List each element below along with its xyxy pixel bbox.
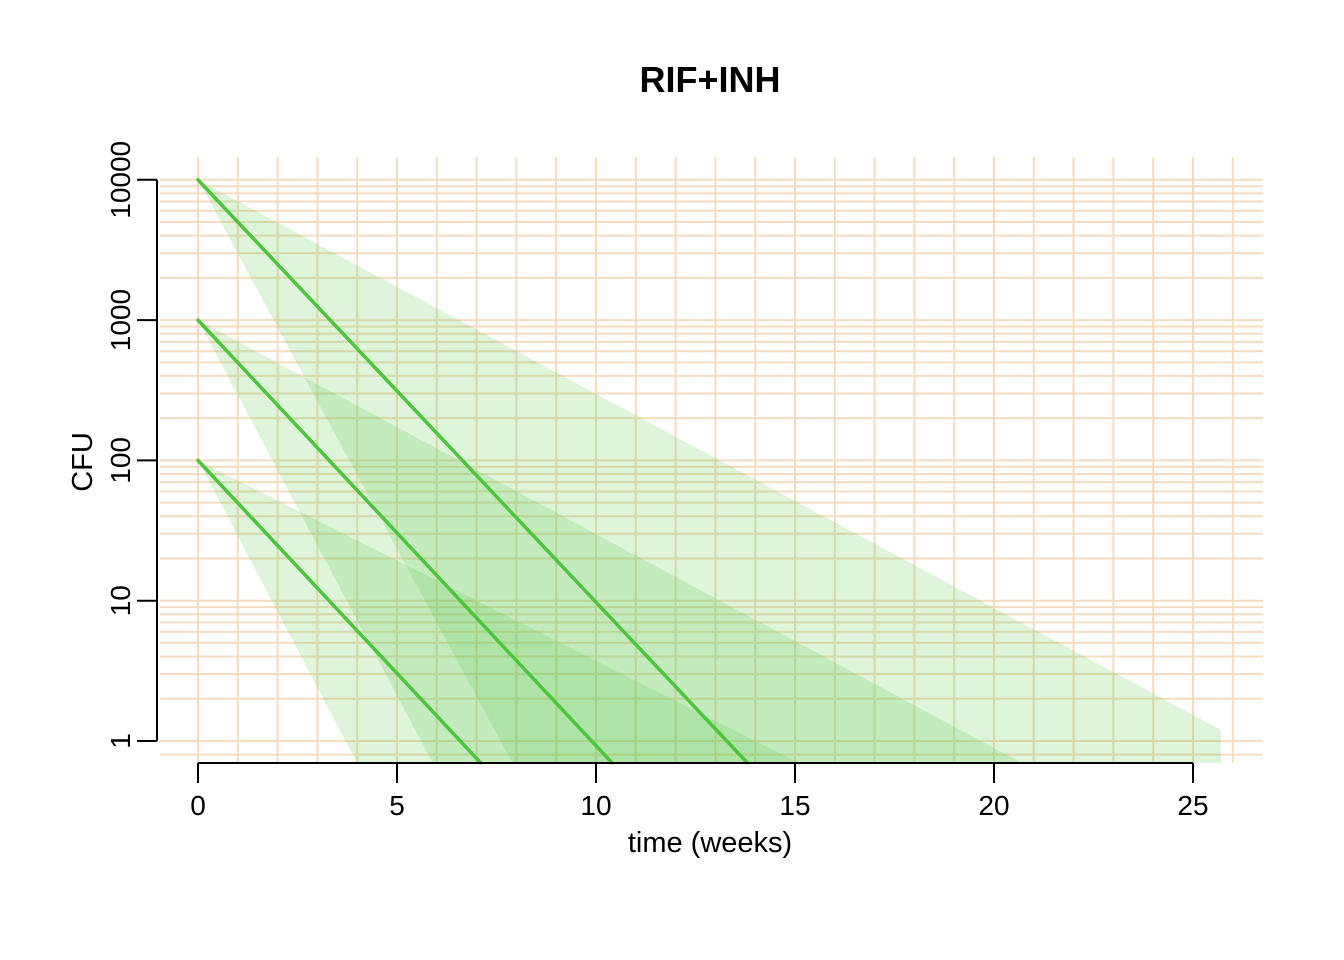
x-tick-label: 10 [580, 790, 611, 821]
confidence-band-1 [198, 179, 1221, 764]
confidence-band-2 [198, 320, 1022, 763]
y-axis-label: CFU [67, 432, 99, 492]
x-tick-label: 15 [779, 790, 810, 821]
x-tick-label: 25 [1177, 790, 1208, 821]
x-axis: 0 5 10 15 20 25 [190, 762, 1209, 821]
confidence-band-3 [198, 460, 799, 763]
series-line-2 [196, 318, 614, 765]
x-tick-label: 20 [978, 790, 1009, 821]
y-axis: 1 10 100 1000 10000 [105, 141, 158, 749]
x-axis-label: time (weeks) [628, 827, 792, 859]
x-tick-label: 5 [389, 790, 405, 821]
chart-title: RIF+INH [639, 59, 780, 100]
y-tick-label: 10000 [105, 141, 136, 219]
series-lines [196, 178, 749, 765]
x-tick-label: 0 [190, 790, 206, 821]
series-line-1 [196, 178, 749, 765]
y-tick-label: 1000 [105, 289, 136, 351]
series-line-3 [196, 458, 483, 765]
y-tick-label: 10 [105, 585, 136, 616]
y-tick-label: 1 [105, 733, 136, 749]
y-tick-label: 100 [105, 437, 136, 484]
grid-lines [160, 157, 1263, 763]
confidence-bands [198, 179, 1221, 764]
